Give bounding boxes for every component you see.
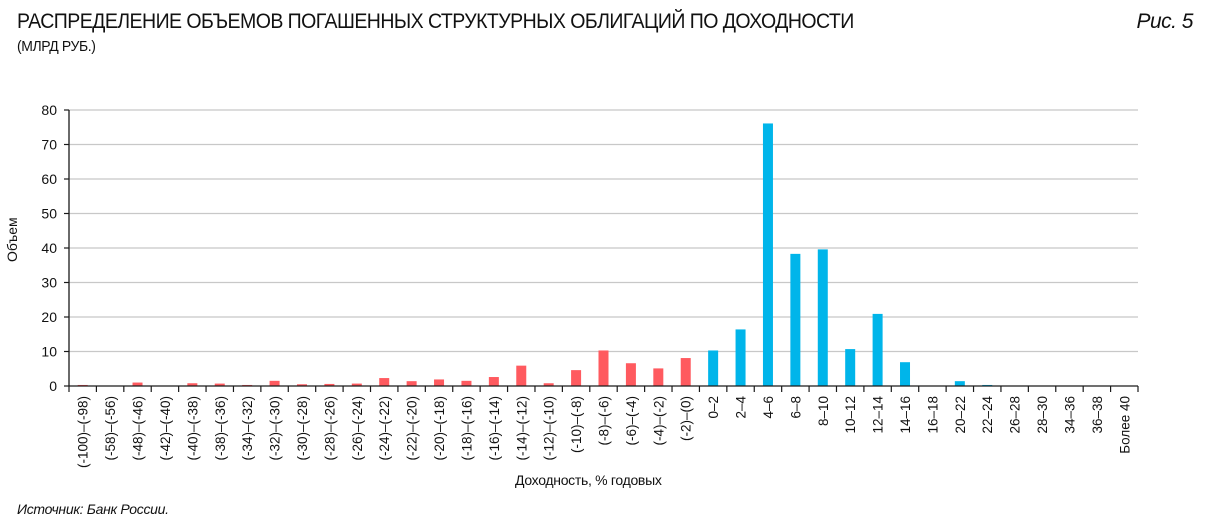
bar (406, 381, 417, 386)
x-tick-label: (-32)–(-30) (268, 396, 283, 461)
x-tick-label: (-24)–(-22) (377, 396, 392, 461)
x-tick-label: (-30)–(-28) (295, 396, 310, 461)
x-tick-label: 14–16 (898, 396, 913, 434)
x-tick-label: (-2)–(0) (679, 396, 694, 441)
bar (543, 383, 554, 386)
bar (954, 381, 965, 386)
x-tick-label: (-22)–(-20) (405, 396, 420, 461)
x-tick-label: (-34)–(-32) (240, 396, 255, 461)
bar (790, 253, 801, 386)
x-tick-label: 20–22 (953, 396, 968, 434)
x-tick-label: (-18)–(-16) (459, 396, 474, 461)
x-tick-label: Более 40 (1117, 396, 1132, 454)
x-tick-label: (-40)–(-38) (185, 396, 200, 461)
x-tick-label: (-58)–(-56) (103, 396, 118, 461)
x-tick-label: (-26)–(-24) (350, 396, 365, 461)
bar (571, 370, 582, 386)
bar (872, 313, 883, 386)
y-tick-label: 80 (41, 102, 57, 118)
bar (817, 249, 828, 386)
figure-label: Рис. 5 (1136, 10, 1193, 33)
axes (64, 109, 1139, 392)
x-tick-label: 36–38 (1090, 396, 1105, 434)
x-tick-label: (-10)–(-8) (569, 396, 584, 453)
bar (680, 358, 691, 386)
gridlines (69, 109, 1138, 353)
x-tick-label: 2–4 (734, 396, 749, 419)
x-tick-label: (-20)–(-18) (432, 396, 447, 461)
y-tick-label: 30 (41, 275, 57, 291)
bar (900, 362, 911, 386)
x-tick-label: (-42)–(-40) (158, 396, 173, 461)
bar (598, 350, 609, 386)
x-tick-label: (-28)–(-26) (322, 396, 337, 461)
y-tick-labels: 0 10 20 30 40 50 60 70 80 (41, 102, 57, 394)
x-tick-labels: (-100)–(-98) (-58)–(-56) (-48)–(-46) (-42)–… (76, 396, 1133, 469)
bar (379, 378, 390, 386)
chart-subtitle: (МЛРД РУБ.) (17, 38, 96, 55)
bar (132, 382, 143, 386)
x-tick-label: (-38)–(-36) (213, 396, 228, 461)
bar (653, 368, 664, 386)
x-tick-label: (-12)–(-10) (542, 396, 557, 461)
y-tick-label: 10 (41, 344, 57, 360)
x-tick-label: 26–28 (1008, 396, 1023, 434)
x-tick-label: 6–8 (788, 396, 803, 419)
bar (214, 383, 225, 386)
x-tick-label: (-16)–(-14) (487, 396, 502, 461)
bar (434, 379, 445, 386)
y-tick-label: 40 (41, 240, 57, 256)
x-axis-label: Доходность, % годовых (515, 472, 662, 488)
chart-title: РАСПРЕДЕЛЕНИЕ ОБЪЕМОВ ПОГАШЕННЫХ СТРУКТУ… (17, 10, 854, 33)
x-tick-label: 8–10 (816, 396, 831, 426)
y-tick-label: 50 (41, 206, 57, 222)
y-tick-label: 20 (41, 309, 57, 325)
x-tick-label: (-4)–(-2) (651, 396, 666, 446)
x-tick-label: 12–14 (871, 396, 886, 434)
x-tick-label: (-100)–(-98) (76, 396, 91, 468)
x-tick-label: (-8)–(-6) (597, 396, 612, 446)
bar (625, 363, 636, 386)
x-tick-label: 34–36 (1062, 396, 1077, 434)
x-tick-label: 0–2 (706, 396, 721, 419)
bar (351, 383, 362, 386)
source-note: Источник: Банк России. (17, 501, 169, 517)
y-tick-label: 0 (49, 378, 57, 394)
x-tick-label: 22–24 (980, 396, 995, 434)
bar (762, 123, 773, 386)
bar (488, 377, 499, 386)
bar (735, 329, 746, 386)
y-tick-label: 70 (41, 137, 57, 153)
x-tick-label: 10–12 (843, 396, 858, 434)
bar (461, 380, 472, 386)
y-tick-label: 60 (41, 171, 57, 187)
bar (845, 349, 856, 386)
bar (269, 380, 280, 386)
x-tick-label: 4–6 (761, 396, 776, 419)
x-tick-label: 16–18 (925, 396, 940, 434)
bar (187, 383, 198, 386)
bar (296, 384, 307, 386)
x-tick-label: (-48)–(-46) (131, 396, 146, 461)
x-tick-label: 28–30 (1035, 396, 1050, 434)
x-tick-label: (-6)–(-4) (624, 396, 639, 446)
bar (324, 383, 335, 386)
bars (77, 123, 993, 386)
x-tick-label: (-14)–(-12) (514, 396, 529, 461)
bar (708, 350, 719, 386)
bar (516, 365, 527, 386)
